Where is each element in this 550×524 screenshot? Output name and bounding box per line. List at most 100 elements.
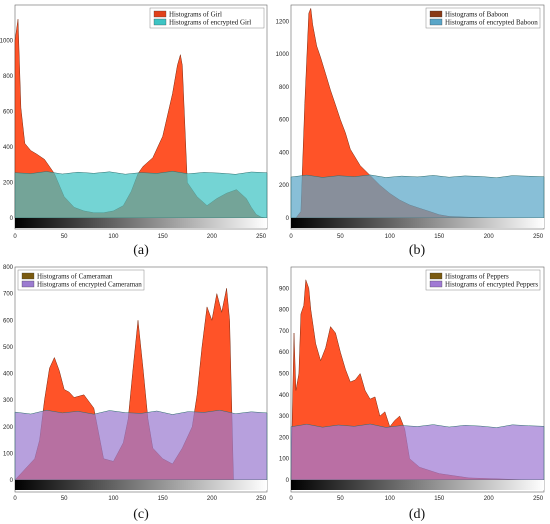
series-area-c-encrypted xyxy=(14,409,268,481)
y-tick-label-b: 1000 xyxy=(276,52,290,58)
y-tick-label-a: 1000 xyxy=(0,39,14,45)
y-tick-label-a: 600 xyxy=(3,110,14,116)
series-area-d-encrypted xyxy=(290,423,545,481)
legend-swatch-baboon xyxy=(429,10,443,18)
legend-d: Histograms of Peppers Histograms of encr… xyxy=(425,269,541,291)
caption-b: (b) xyxy=(409,243,426,258)
legend-swatch-cameraman xyxy=(21,272,35,280)
y-tick-label-d: 700 xyxy=(279,329,290,335)
caption-d: (d) xyxy=(409,507,426,522)
x-tick-label-d: 0 xyxy=(289,496,293,502)
x-tick-label-b: 150 xyxy=(434,234,445,240)
x-tick-label-d: 200 xyxy=(484,496,495,502)
y-tick-label-c: 200 xyxy=(3,425,14,431)
x-tick-label-b: 50 xyxy=(337,234,344,240)
caption-c: (c) xyxy=(133,507,149,522)
legend-swatch-encrypted-baboon xyxy=(429,18,443,26)
y-tick-label-c: 800 xyxy=(3,265,14,271)
y-tick-label-b: 400 xyxy=(279,151,290,157)
y-tick-label-d: 800 xyxy=(279,308,290,314)
legend-a: Histograms of Girl Histograms of encrypt… xyxy=(149,7,265,29)
ticks-b: 0 50 100 150 200 250 0 200 400 600 800 1000 1200 xyxy=(276,19,544,240)
gray-ramp-a xyxy=(15,218,267,228)
x-tick-label-a: 200 xyxy=(207,234,218,240)
y-tick-label-d: 900 xyxy=(279,286,290,292)
y-tick-label-b: 200 xyxy=(279,183,290,189)
y-tick-label-b: 800 xyxy=(279,85,290,91)
y-tick-label-a: 200 xyxy=(3,181,14,187)
y-tick-label-d: 200 xyxy=(279,435,290,441)
y-tick-label-d: 500 xyxy=(279,372,290,378)
x-tick-label-c: 150 xyxy=(158,496,169,502)
areas-c xyxy=(14,288,268,481)
x-tick-label-d: 150 xyxy=(434,496,445,502)
legend-c: Histograms of Cameraman Histograms of en… xyxy=(17,269,145,291)
y-tick-label-a: 800 xyxy=(3,74,14,80)
x-tick-label-c: 100 xyxy=(108,496,119,502)
ticks-d: 0 50 100 150 200 250 0 100 200 300 400 500 600 700 800… xyxy=(279,286,544,502)
x-tick-label-c: 250 xyxy=(256,496,267,502)
x-tick-label-a: 0 xyxy=(13,234,17,240)
legend-label-cameraman: Histograms of Cameraman xyxy=(37,273,113,281)
panel-c: 0 50 100 150 200 250 0 100 200 300 400 500 600 700 800… xyxy=(3,265,268,522)
y-tick-label-d: 300 xyxy=(279,414,290,420)
y-tick-label-c: 100 xyxy=(3,451,14,457)
y-tick-label-c: 700 xyxy=(3,292,14,298)
x-tick-label-a: 250 xyxy=(256,234,267,240)
gray-ramp-b xyxy=(291,218,544,228)
legend-swatch-girl xyxy=(153,10,167,18)
legend-swatch-encrypted-cameraman xyxy=(21,280,35,288)
legend-label-encrypted-peppers: Histograms of encrypted Peppers xyxy=(445,281,538,289)
legend-label-encrypted-girl: Histograms of encrypted Girl xyxy=(169,19,251,27)
gray-ramp-c xyxy=(15,480,267,490)
x-tick-label-d: 100 xyxy=(385,496,396,502)
panel-d: 0 50 100 150 200 250 0 100 200 300 400 500 600 700 800… xyxy=(279,266,545,522)
legend-label-girl: Histograms of Girl xyxy=(169,11,222,19)
legend-swatch-encrypted-peppers xyxy=(429,280,443,288)
x-tick-label-c: 0 xyxy=(13,496,17,502)
legend-label-baboon: Histograms of Baboon xyxy=(445,11,509,19)
legend-swatch-encrypted-girl xyxy=(153,18,167,26)
x-tick-label-b: 100 xyxy=(385,234,396,240)
x-tick-label-d: 250 xyxy=(533,496,544,502)
areas-b xyxy=(290,8,545,219)
series-area-a-encrypted xyxy=(14,171,268,219)
y-tick-label-b: 0 xyxy=(286,216,290,222)
ticks-c: 0 50 100 150 200 250 0 100 200 300 400 500 600 700 800 xyxy=(3,265,267,502)
x-tick-label-c: 200 xyxy=(207,496,218,502)
y-tick-label-d: 400 xyxy=(279,393,290,399)
y-tick-label-b: 1200 xyxy=(276,19,290,25)
x-tick-label-c: 50 xyxy=(61,496,68,502)
caption-a: (a) xyxy=(133,243,149,258)
legend-label-encrypted-baboon: Histograms of encrypted Baboon xyxy=(445,19,538,27)
legend-label-peppers: Histograms of Peppers xyxy=(445,273,509,281)
series-area-b-encrypted xyxy=(290,174,545,219)
x-tick-label-a: 50 xyxy=(61,234,68,240)
ticks-a: 0 50 100 150 200 250 0 200 400 600 800 1000 xyxy=(0,39,267,241)
legend-label-encrypted-cameraman: Histograms of encrypted Cameraman xyxy=(37,281,142,289)
y-tick-label-a: 400 xyxy=(3,145,14,151)
x-tick-label-d: 50 xyxy=(337,496,344,502)
x-tick-label-b: 250 xyxy=(533,234,544,240)
y-tick-label-c: 400 xyxy=(3,372,14,378)
y-tick-label-c: 300 xyxy=(3,398,14,404)
y-tick-label-c: 500 xyxy=(3,345,14,351)
x-tick-label-a: 100 xyxy=(108,234,119,240)
legend-b: Histograms of Baboon Histograms of encry… xyxy=(425,7,541,29)
gray-ramp-d xyxy=(291,480,544,490)
areas-a xyxy=(14,19,268,219)
y-tick-label-a: 0 xyxy=(10,216,14,222)
y-tick-label-b: 600 xyxy=(279,118,290,124)
y-tick-label-c: 0 xyxy=(10,478,14,484)
x-tick-label-b: 200 xyxy=(484,234,495,240)
y-tick-label-d: 100 xyxy=(279,457,290,463)
panel-a: 0 50 100 150 200 250 0 200 400 600 800 1000 Histogr… xyxy=(0,4,268,258)
areas-d xyxy=(290,279,545,481)
y-tick-label-d: 600 xyxy=(279,350,290,356)
x-tick-label-b: 0 xyxy=(289,234,293,240)
y-tick-label-c: 600 xyxy=(3,318,14,324)
y-tick-label-d: 0 xyxy=(286,478,290,484)
x-tick-label-a: 150 xyxy=(158,234,169,240)
legend-swatch-peppers xyxy=(429,272,443,280)
